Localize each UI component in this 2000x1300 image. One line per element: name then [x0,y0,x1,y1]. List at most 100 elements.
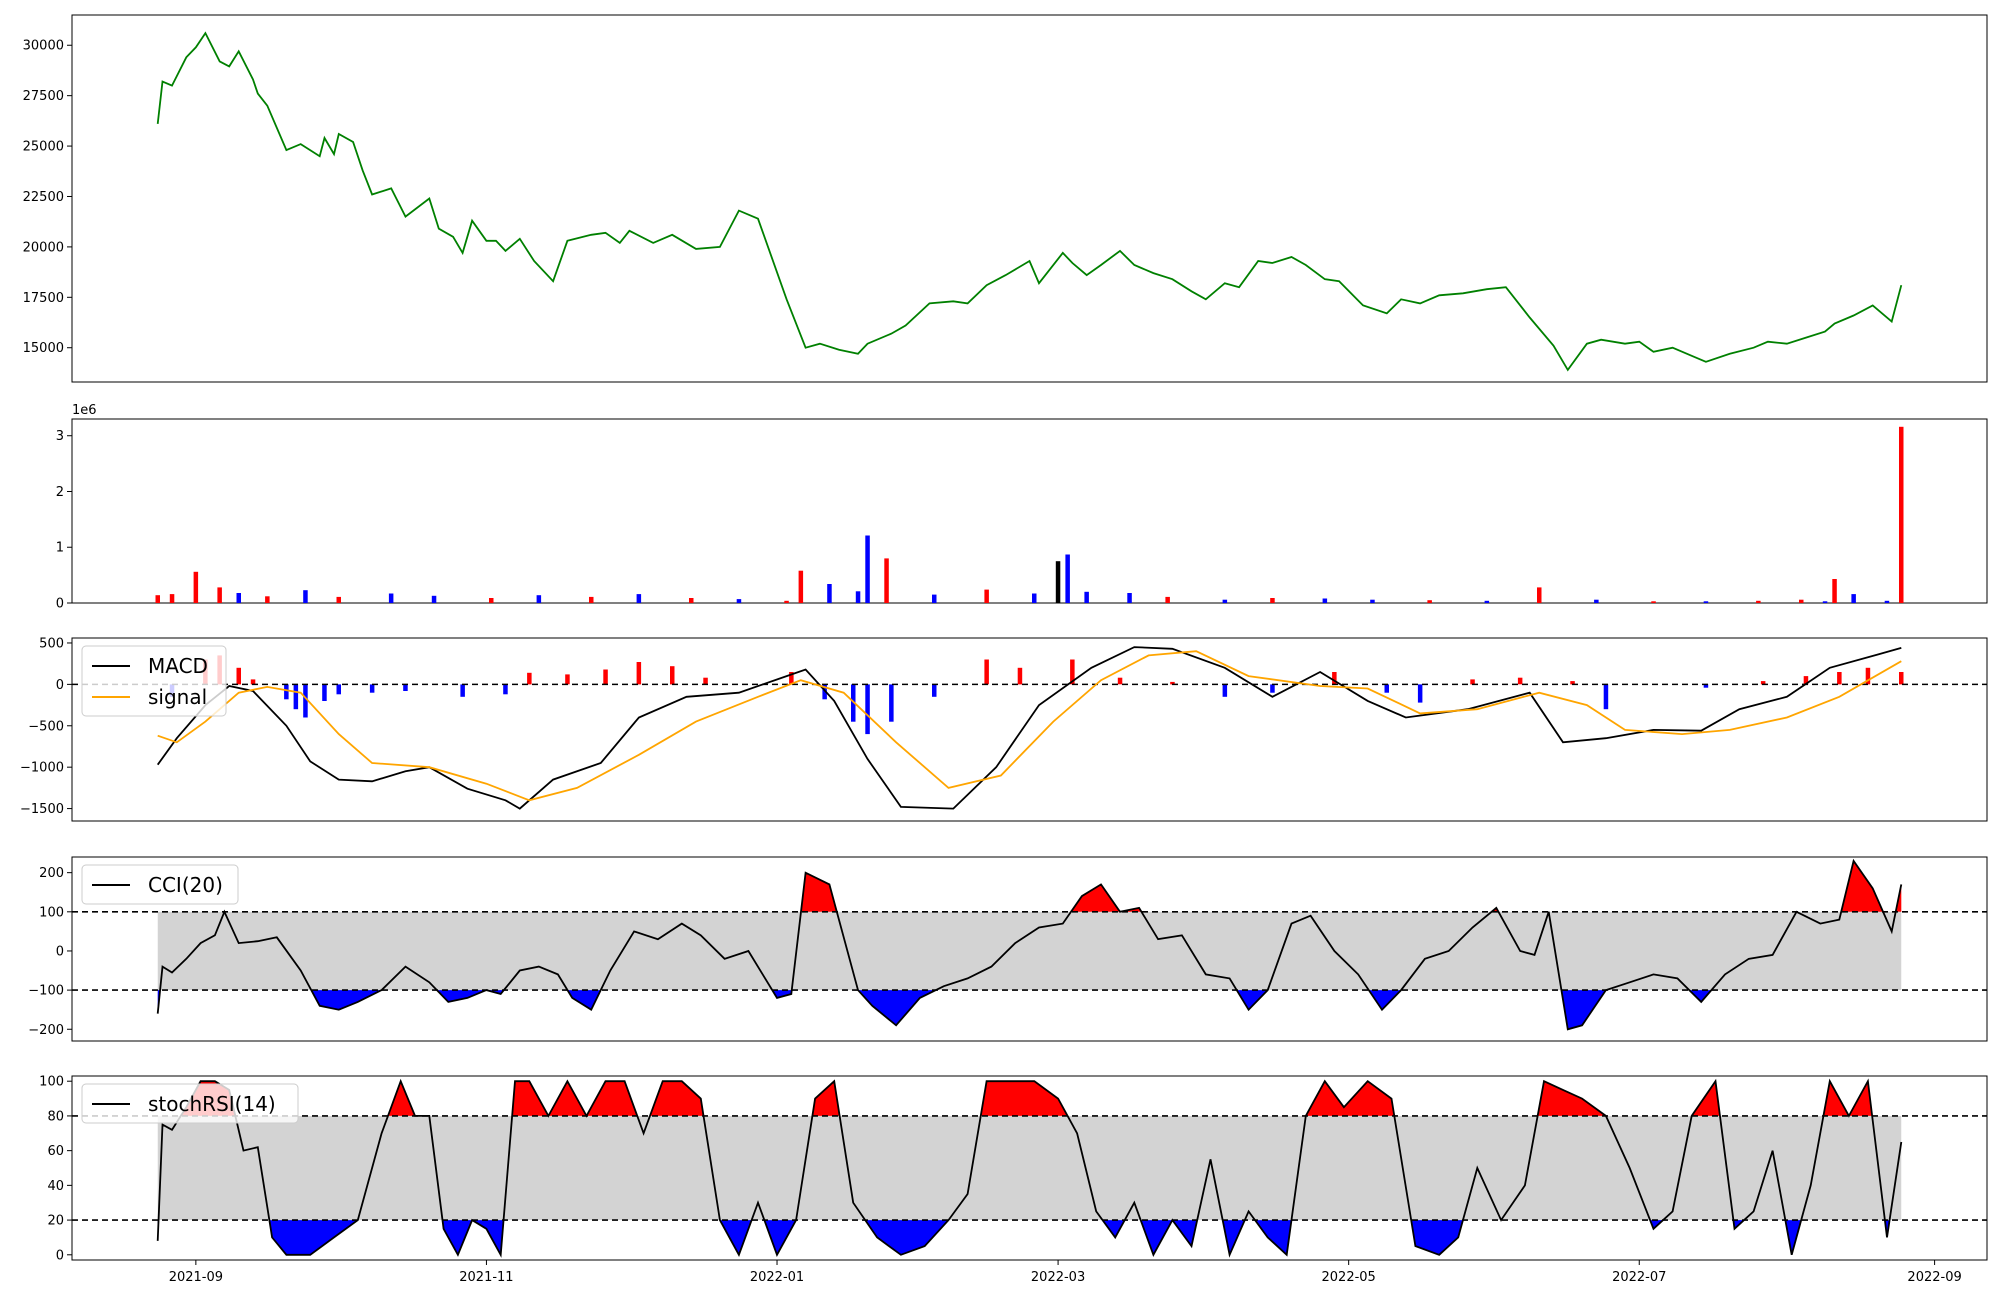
volume-bar [798,570,804,603]
date-tick-label: 2022-09 [1907,1270,1961,1285]
volume-ytick-label: 1 [56,541,64,556]
volume-bar [1127,593,1132,603]
price-ytick-label: 27500 [23,89,64,104]
date-tick-label: 2022-07 [1612,1270,1666,1285]
stochrsi-ytick-label: 100 [39,1075,64,1090]
stochrsi-panel: 0 20 40 60 80 100 stochRSI(14) [39,1075,1988,1263]
macd-histogram-bar [851,684,856,722]
stochrsi-ytick-label: 80 [47,1109,64,1124]
price-ytick-label: 25000 [23,140,64,155]
volume-bar [265,596,270,603]
cci-ytick-label: 0 [56,944,64,959]
macd-histogram-bar [1517,677,1523,685]
volume-bar [1165,596,1170,603]
macd-ytick-label: 0 [56,678,64,693]
volume-scale-offset: 1e6 [72,403,97,418]
date-tick-label: 2021-09 [169,1270,223,1285]
cci-panel: −200 −100 0 100 200 CCI(20) [28,856,1988,1042]
volume-bar [1899,426,1904,603]
volume-bar [1651,601,1656,603]
macd-ytick-label: −1000 [20,761,64,776]
volume-bar [855,591,861,603]
date-tick-label: 2022-03 [1031,1270,1085,1285]
price-ytick-label: 17500 [23,291,64,306]
macd-histogram-bar [703,677,708,685]
macd-histogram-bar [369,684,375,693]
price-ytick-label: 30000 [23,39,64,54]
volume-bar [1065,554,1070,603]
price-frame [71,14,1988,383]
macd-histogram-bar [236,667,241,685]
macd-histogram-bar [670,666,675,685]
volume-ytick-label: 0 [56,597,64,612]
volume-bar [784,600,789,603]
volume-bar [689,598,694,603]
macd-histogram-bar [1570,681,1575,685]
volume-bar [1370,599,1375,603]
macd-histogram-bar [1384,684,1389,693]
volume-bar [827,584,832,603]
volume-frame [71,418,1988,604]
macd-histogram-bar [1470,679,1475,685]
macd-histogram-bar [250,679,256,685]
volume-bar [1322,598,1328,603]
macd-histogram-bar [403,684,408,691]
volume-bar [155,595,160,603]
macd-histogram-bar [460,684,465,697]
stochrsi-line [156,1078,1903,1258]
macd-histogram-bar [1603,684,1609,710]
stochrsi-ytick-label: 60 [47,1144,64,1159]
macd-histogram-bar [1270,684,1275,693]
macd-histogram-bar [889,684,894,722]
macd-histogram-bar [984,659,989,685]
date-tick-label: 2022-05 [1322,1270,1376,1285]
macd-histogram-bar [636,662,642,685]
volume-bar [984,589,989,603]
macd-histogram-bar [527,672,532,685]
cci-ytick-label: −100 [28,984,64,999]
volume-bar [236,593,241,603]
volume-bar [1270,598,1275,603]
volume-bar [736,599,742,603]
stochrsi-ytick-label: 20 [47,1214,64,1229]
macd-histogram-bar [1070,659,1075,685]
volume-bar [336,596,341,603]
cci-legend [81,864,239,905]
cci-line [156,858,1903,1031]
volume-bar [932,594,937,603]
macd-histogram-bar [1170,681,1175,685]
volume-bar [1822,601,1828,603]
date-axis: 2021-09 2021-11 2022-01 2022-03 2022-05 2022-… [169,1260,1962,1285]
cci-ytick-label: 200 [39,866,64,881]
macd-legend-label: signal [148,685,207,709]
macd-histogram-bar [1803,676,1809,685]
price-ytick-label: 22500 [23,190,64,205]
macd-frame [71,637,1988,822]
macd-histogram-bar [1837,672,1842,685]
macd-histogram-bar [603,669,608,685]
volume-bar [1832,579,1837,603]
volume-bar [388,593,394,603]
volume-bar [1084,591,1089,603]
stochrsi-neutral-band [157,1115,1902,1221]
macd-histogram-bar [1865,667,1871,685]
date-tick-label: 2022-01 [750,1270,804,1285]
volume-bar [636,594,642,603]
price-panel: 15000 17500 20000 22500 25000 27500 30000 [23,14,1988,383]
stochrsi-legend [81,1083,299,1124]
cci-frame [71,856,1988,1042]
volume-bar [1484,600,1490,603]
macd-histogram-bar [1703,684,1709,688]
volume-bar [536,595,542,603]
volume-bar [1594,599,1599,603]
volume-bar [489,598,494,603]
volume-bar [1884,600,1890,603]
cci-neutral-band [157,911,1902,991]
stochrsi-overbought-fill [180,1081,1873,1116]
macd-histogram-bar [932,684,937,697]
volume-bar [1799,599,1804,603]
macd-histogram-bar [1899,672,1904,685]
macd-histogram-bar [303,684,308,718]
macd-histogram-bar [293,684,299,710]
